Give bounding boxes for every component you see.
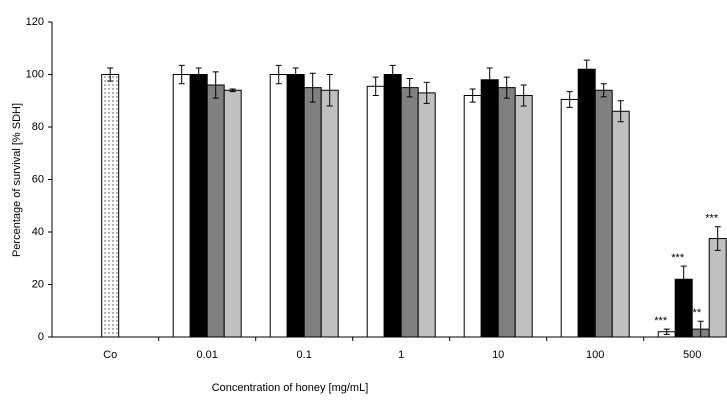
annotation: *** [688,307,702,319]
bar [206,84,225,338]
annotation: *** [654,315,668,327]
error-bar [309,72,316,103]
annotation: *** [671,252,685,264]
x-tick-label: Co [103,349,117,361]
bar [611,110,630,338]
y-tick-label: 0 [38,331,44,343]
bar [320,89,339,338]
bar [303,87,322,338]
bar [417,92,436,338]
x-tick-label: 0.1 [297,349,312,361]
bar [172,74,191,338]
error-bar [389,64,396,85]
bar [223,89,242,338]
error-bar [617,100,624,123]
error-bar [486,67,493,93]
bar [101,74,120,338]
error-bar [212,71,219,99]
error-bar [503,76,510,99]
annotation: *** [705,213,719,225]
y-tick-label: 100 [26,68,44,80]
bar [269,74,288,338]
y-tick-label: 80 [32,121,44,133]
error-bar [520,84,527,107]
bar [400,87,419,338]
error-bar [195,67,202,82]
x-tick-label: 10 [492,349,504,361]
error-bar [326,74,333,107]
x-tick-label: 100 [586,349,604,361]
x-tick-label: 0.01 [196,349,217,361]
bar [383,74,402,338]
error-bar [680,265,687,293]
error-bar [292,67,299,82]
x-tick-label: 1 [398,349,404,361]
error-bar [406,77,413,98]
error-bar [178,64,185,85]
bar [366,85,385,338]
error-bar [229,88,236,93]
error-bar [697,320,704,338]
bar [463,95,482,338]
error-bar [275,64,282,85]
x-tick-label: 500 [683,349,701,361]
bar [514,95,533,338]
bar [480,79,499,338]
error-bar [423,81,430,104]
error-bar [663,328,670,335]
error-bar [566,91,573,108]
x-axis-label: Concentration of honey [mg/mL] [212,382,369,394]
bar [594,89,613,338]
y-tick-label: 20 [32,278,44,290]
y-tick-label: 60 [32,173,44,185]
error-bar [600,83,607,98]
y-tick-label: 120 [26,16,44,28]
error-bar [372,76,379,96]
bar [497,87,516,338]
bar [286,74,305,338]
error-bar [469,88,476,103]
y-axis-label: Percentage of survival [% SDH] [11,103,23,257]
bar [560,98,579,338]
error-bar [107,67,114,82]
y-tick-label: 40 [32,226,44,238]
bar [577,68,596,338]
bar [189,74,208,338]
error-bar [714,226,721,251]
bar [708,238,727,338]
error-bar [583,59,590,79]
